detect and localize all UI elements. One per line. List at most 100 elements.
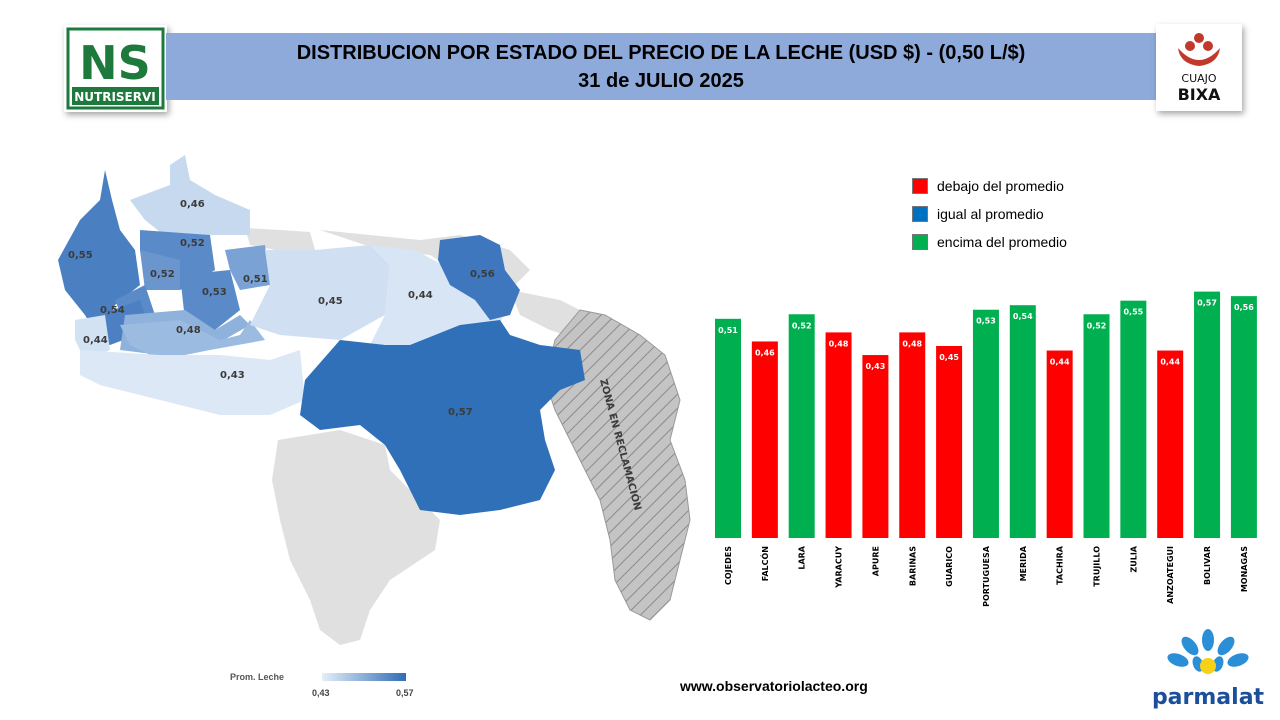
map-label-apure: 0,43 [220,370,245,381]
bar-value-label: 0,53 [976,317,996,326]
bar-cojedes [715,318,741,538]
zona-reclamacion [544,309,691,621]
map-label-falcon: 0,46 [180,199,205,210]
bar-bolivar [1194,291,1221,538]
legend-label-above: encima del promedio [937,234,1067,250]
map-state-carabobo [225,245,270,290]
bar-value-label: 0,55 [1123,308,1143,317]
bar-category-label: LARA [798,545,807,569]
cuajo-seed-icon [1194,33,1204,43]
map-state-apure [80,350,305,415]
bar-value-label: 0,44 [1050,358,1070,367]
bar-chart: 0,51 COJEDES 0,46 FALCÓN 0,52 LARA 0,48 YARACUY… [715,291,1257,607]
map-label-bolivar: 0,57 [448,407,473,418]
title-banner: DISTRIBUCION POR ESTADO DEL PRECIO DE LA… [166,33,1156,100]
legend-swatch-above [912,234,928,250]
legend-item-equal: igual al promedio [912,200,1067,228]
scale-min: 0,43 [312,688,330,698]
bar-portuguesa [972,309,999,538]
map-label-lara: 0,52 [180,238,205,249]
legend-swatch-equal [912,206,928,222]
bar-barinas [899,332,926,538]
map-label-merida: 0,54 [100,305,125,316]
bar-category-label: YARACUY [835,546,844,589]
bar-category-label: ANZOATEGUI [1166,546,1175,604]
bar-value-label: 0,44 [1160,358,1180,367]
legend-swatch-below [912,178,928,194]
cuajo-line2: BIXA [1178,85,1221,104]
nutriservi-logo: NS NUTRISERVI [64,25,167,112]
map-state-guarico [250,245,390,340]
bar-value-label: 0,56 [1234,303,1254,312]
bar-apure [862,355,889,538]
bar-category-label: COJEDES [724,546,733,585]
legend: debajo del promedio igual al promedio en… [912,172,1067,256]
bar-tachira [1046,350,1073,538]
bar-value-label: 0,51 [718,326,738,335]
map-label-barinas: 0,48 [176,325,201,336]
scale-max: 0,57 [396,688,414,698]
map-state-monagas [438,235,520,320]
bar-category-label: MERIDA [1019,545,1028,581]
scale-gradient [322,673,406,681]
cuajo-line1: CUAJO [1181,72,1217,85]
map-scale: Prom. Leche 0,43 0,57 [230,670,430,706]
map-label-zulia: 0,55 [68,250,93,261]
bar-category-label: PORTUGUESA [982,545,991,607]
bar-yaracuy [825,332,852,538]
legend-label-below: debajo del promedio [937,178,1064,194]
nutriservi-mark: NS [79,36,151,90]
bar-value-label: 0,48 [829,339,849,348]
bar-category-label: FALCÓN [759,546,770,581]
map-region-amazonas [272,430,440,645]
map-state-cojedes [180,270,240,330]
bar-value-label: 0,52 [792,321,812,330]
bar-category-label: BARINAS [908,546,917,586]
parmalat-flower-icon [1167,629,1249,672]
website-link[interactable]: www.observatoriolacteo.org [680,678,868,694]
nutriservi-text: NUTRISERVI [74,90,156,104]
bar-lara [788,314,815,538]
bar-anzoategui [1157,350,1184,538]
bar-falcón [751,341,778,538]
bar-trujillo [1083,314,1110,538]
bar-merida [1009,305,1036,538]
cuajo-bixa-logo: CUAJO BIXA [1156,24,1242,111]
bar-value-label: 0,43 [866,362,886,371]
venezuela-map: ZONA EN RECLAMACIÓN 0,46 0,55 0,52 0,52 … [58,155,691,645]
bar-category-label: BOLIVAR [1203,546,1212,585]
parmalat-logo: parmalat [1148,626,1268,712]
bar-guarico [936,346,963,538]
bar-monagas [1230,296,1257,538]
page-title: DISTRIBUCION POR ESTADO DEL PRECIO DE LA… [296,42,1026,64]
map-label-guarico: 0,45 [318,296,343,307]
legend-item-above: encima del promedio [912,228,1067,256]
map-state-barinas [120,320,265,360]
page-date: 31 de JULIO 2025 [578,70,744,92]
bar-zulia [1120,300,1147,538]
bar-category-label: GUARICO [945,546,954,587]
map-label-yaracuy: 0,52 [150,269,175,280]
bar-value-label: 0,46 [755,348,775,357]
bar-value-label: 0,52 [1087,321,1107,330]
map-label-anzoategui: 0,44 [408,290,433,301]
bar-category-label: ZULIA [1129,545,1138,572]
legend-label-equal: igual al promedio [937,206,1044,222]
map-state-yaracuy [140,250,180,290]
bar-value-label: 0,57 [1197,299,1217,308]
map-state-tachira [75,315,110,360]
bar-value-label: 0,54 [1013,312,1033,321]
bar-category-label: APURE [871,546,880,576]
map-label-carabobo: 0,51 [243,274,268,285]
map-state-falcon [130,155,250,240]
map-label-tachira: 0,44 [83,335,108,346]
legend-item-below: debajo del promedio [912,172,1067,200]
map-label-monagas: 0,56 [470,269,495,280]
bar-value-label: 0,45 [939,353,959,362]
bar-category-label: TRUJILLO [1093,546,1102,587]
bar-category-label: TACHIRA [1056,545,1065,585]
map-state-zulia [58,170,140,340]
parmalat-text: parmalat [1152,685,1265,710]
map-label-cojedes: 0,53 [202,287,227,298]
bar-category-label: MONAGAS [1240,546,1249,592]
